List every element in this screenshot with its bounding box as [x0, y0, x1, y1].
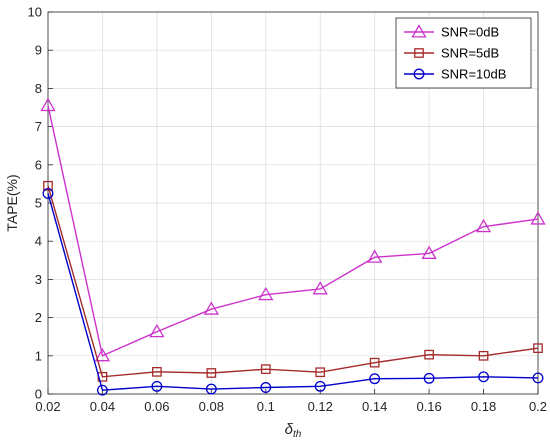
- data-point: [478, 371, 490, 383]
- data-point: [421, 245, 437, 259]
- series-line: [47, 193, 539, 391]
- data-point: [203, 301, 219, 315]
- x-tick-label: 0.04: [90, 399, 115, 414]
- legend-label: SNR=10dB: [441, 67, 506, 82]
- data-point: [369, 373, 381, 385]
- data-point: [478, 350, 489, 361]
- legend-label: SNR=0dB: [441, 25, 499, 40]
- y-tick-label: 3: [35, 272, 42, 287]
- data-point: [530, 211, 546, 225]
- data-point: [152, 366, 162, 377]
- data-point: [40, 97, 56, 112]
- data-point: [260, 364, 271, 375]
- data-point: [312, 281, 328, 295]
- data-point: [314, 380, 326, 392]
- y-tick-label: 7: [35, 119, 42, 134]
- data-point: [533, 343, 543, 354]
- y-tick-label: 5: [35, 196, 42, 211]
- legend: SNR=0dB SNR=5dB SNR=10dB: [395, 17, 532, 89]
- series-line: [47, 185, 539, 378]
- y-tick-label: 6: [35, 157, 42, 172]
- data-point: [151, 380, 163, 392]
- series-circle: [42, 187, 544, 396]
- x-axis-title-base: δ: [285, 421, 294, 438]
- x-tick-label: 0.08: [199, 399, 224, 414]
- data-point: [475, 218, 492, 233]
- legend-marker: [411, 24, 427, 38]
- y-tick-label: 10: [28, 5, 42, 20]
- y-tick-label: 0: [35, 387, 42, 402]
- data-point: [260, 382, 272, 393]
- y-tick-label: 4: [35, 234, 42, 249]
- x-tick-label: 0.16: [416, 399, 441, 414]
- data-point: [42, 187, 54, 199]
- data-point: [315, 367, 326, 378]
- x-axis-title: δth: [285, 421, 302, 440]
- series-layer: [40, 97, 546, 396]
- x-axis: 0.02 0.04 0.06 0.08 0.1 0.12 0.14 0.16 0.18 0.2: [35, 389, 547, 414]
- x-tick-label: 0.2: [529, 399, 547, 414]
- data-point: [424, 349, 434, 360]
- x-tick-label: 0.06: [144, 399, 169, 414]
- data-point: [96, 384, 108, 396]
- x-tick-label: 0.1: [257, 399, 275, 414]
- series-square: [43, 180, 543, 382]
- data-point: [423, 372, 435, 384]
- y-tick-label: 1: [35, 348, 42, 363]
- x-tick-label: 0.02: [35, 399, 60, 414]
- data-point: [94, 347, 111, 362]
- data-point: [532, 372, 544, 384]
- data-point: [205, 383, 217, 395]
- data-point: [43, 180, 53, 191]
- y-tick-label: 9: [35, 43, 42, 58]
- x-axis-title-subscript: th: [293, 429, 302, 440]
- y-axis-title: TAPE(%): [4, 174, 20, 231]
- x-tick-label: 0.18: [471, 399, 496, 414]
- legend-marker: [414, 48, 424, 58]
- y-tick-label: 2: [35, 310, 42, 325]
- series-line: [47, 105, 539, 357]
- x-tick-label: 0.12: [308, 399, 333, 414]
- data-point: [369, 357, 380, 368]
- data-point: [258, 286, 274, 301]
- legend-marker: [413, 68, 425, 80]
- data-point: [206, 368, 217, 378]
- y-axis: 0 1 2 3 4 5 6 7 8 9 10: [28, 5, 53, 402]
- y-tick-label: 8: [35, 81, 42, 96]
- series-triangle: [40, 97, 546, 362]
- data-point: [149, 323, 165, 338]
- legend-label: SNR=5dB: [441, 46, 499, 61]
- x-tick-label: 0.14: [362, 399, 387, 414]
- data-point: [367, 249, 383, 263]
